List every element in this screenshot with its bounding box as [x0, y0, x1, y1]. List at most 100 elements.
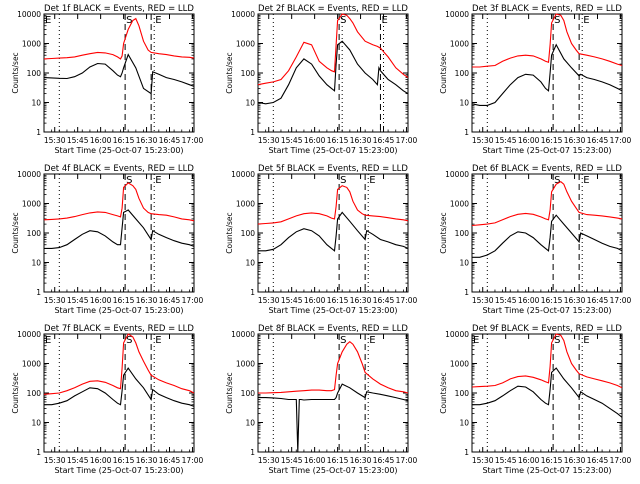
marker-label: S	[126, 175, 132, 186]
x-tick-label: 16:00	[304, 456, 326, 465]
series-black-line	[44, 209, 195, 249]
y-tick-label: 10	[31, 259, 41, 268]
x-tick-label: 16:00	[90, 456, 112, 465]
marker-label: E	[583, 175, 589, 186]
chart-title: Det 9f BLACK = Events, RED = LLD	[472, 324, 622, 334]
y-tick-label: 100	[27, 69, 42, 78]
marker-label: S	[126, 15, 132, 26]
y-tick-label: 1000	[22, 200, 41, 209]
x-tick-label: 16:30	[350, 296, 372, 305]
x-tick-label: 16:00	[304, 296, 326, 305]
marker-label: S	[340, 175, 346, 186]
x-tick-label: 15:30	[258, 136, 280, 145]
marker-label: E	[369, 335, 375, 346]
chart-panel-6: Det 6f BLACK = Events, RED = LLD 1 10 100 10…	[439, 164, 631, 315]
y-tick-label: 1	[250, 128, 255, 137]
series-red-line	[43, 17, 195, 60]
plot-frame	[471, 173, 623, 293]
series-black-line	[43, 53, 195, 95]
x-tick-label: 16:30	[136, 296, 158, 305]
chart-title: Det 1f BLACK = Events, RED = LLD	[44, 4, 194, 14]
x-tick-label: 16:00	[304, 136, 326, 145]
x-tick-label: 15:30	[472, 296, 494, 305]
x-tick-label: 17:00	[610, 456, 632, 465]
x-axis-label: Start Time (25-Oct-07 15:23:00)	[54, 146, 183, 155]
x-tick-label: 16:45	[373, 456, 395, 465]
chart-panel-4: Det 4f BLACK = Events, RED = LLD 1 10 100 10…	[11, 164, 203, 315]
x-tick-label: 15:45	[281, 136, 303, 145]
y-tick-label: 10000	[17, 10, 41, 19]
y-tick-label: 1	[464, 448, 469, 457]
x-tick-label: 17:00	[182, 296, 204, 305]
y-tick-label: 10000	[231, 330, 255, 339]
x-tick-label: 16:45	[159, 296, 181, 305]
chart-title: Det 5f BLACK = Events, RED = LLD	[258, 164, 408, 174]
x-tick-label: 16:15	[327, 296, 349, 305]
x-tick-label: 15:30	[472, 136, 494, 145]
y-tick-label: 1000	[236, 40, 255, 49]
chart-title: Det 3f BLACK = Events, RED = LLD	[472, 4, 622, 14]
y-tick-label: 100	[241, 389, 256, 398]
x-tick-label: 17:00	[396, 456, 418, 465]
y-tick-label: 100	[455, 389, 470, 398]
x-tick-label: 16:15	[113, 296, 135, 305]
plot-frame	[257, 333, 409, 453]
y-axis-label: Counts/sec	[439, 372, 448, 413]
plot-frame	[43, 13, 195, 133]
y-tick-label: 1	[36, 288, 41, 297]
x-axis-label: Start Time (25-Oct-07 15:23:00)	[268, 306, 397, 315]
x-axis-label: Start Time (25-Oct-07 15:23:00)	[482, 466, 611, 475]
series-red-line	[471, 181, 623, 227]
y-tick-label: 10	[459, 99, 469, 108]
y-tick-label: 1	[250, 448, 255, 457]
x-tick-label: 17:00	[610, 296, 632, 305]
marker-label: E	[473, 335, 479, 346]
chart-title: Det 4f BLACK = Events, RED = LLD	[44, 164, 194, 174]
y-axis-label: Counts/sec	[225, 52, 234, 93]
x-tick-label: 17:00	[182, 136, 204, 145]
y-axis-label: Counts/sec	[439, 52, 448, 93]
y-tick-label: 10000	[445, 10, 469, 19]
x-tick-label: 16:00	[518, 456, 540, 465]
x-tick-label: 16:45	[373, 296, 395, 305]
chart-title: Det 6f BLACK = Events, RED = LLD	[472, 164, 622, 174]
marker-label: E	[381, 15, 387, 26]
x-tick-label: 16:00	[518, 296, 540, 305]
chart-panel-5: Det 5f BLACK = Events, RED = LLD 1 10 100 10…	[225, 164, 417, 315]
series-black-line	[258, 383, 409, 453]
y-tick-label: 100	[27, 229, 42, 238]
x-tick-label: 16:45	[159, 456, 181, 465]
y-tick-label: 1000	[450, 40, 469, 49]
x-tick-label: 16:00	[518, 136, 540, 145]
marker-label: E	[369, 175, 375, 186]
x-tick-label: 17:00	[396, 136, 418, 145]
x-tick-label: 15:45	[67, 296, 89, 305]
y-tick-label: 1000	[450, 360, 469, 369]
marker-label: E	[45, 335, 51, 346]
plot-frame	[257, 13, 409, 133]
y-tick-label: 100	[241, 229, 256, 238]
x-tick-label: 17:00	[610, 136, 632, 145]
x-tick-label: 15:30	[44, 136, 66, 145]
marker-label: E	[583, 335, 589, 346]
chart-panel-3: Det 3f BLACK = Events, RED = LLD 1 10 100 10…	[439, 4, 631, 155]
y-axis-label: Counts/sec	[439, 212, 448, 253]
x-axis-label: Start Time (25-Oct-07 15:23:00)	[482, 306, 611, 315]
series-black-line	[257, 40, 409, 105]
series-red-line	[257, 185, 409, 225]
y-tick-label: 10	[245, 99, 255, 108]
series-black-line	[471, 43, 623, 106]
y-tick-label: 1	[464, 128, 469, 137]
x-tick-label: 16:30	[564, 296, 586, 305]
x-tick-label: 16:30	[136, 136, 158, 145]
y-tick-label: 1	[36, 448, 41, 457]
y-tick-label: 10000	[445, 330, 469, 339]
marker-label: E	[45, 15, 51, 26]
marker-label: S	[340, 335, 346, 346]
y-tick-label: 1000	[236, 360, 255, 369]
y-tick-label: 10	[459, 259, 469, 268]
y-tick-label: 10000	[17, 170, 41, 179]
y-tick-label: 10	[245, 419, 255, 428]
chart-title: Det 8f BLACK = Events, RED = LLD	[258, 324, 408, 334]
